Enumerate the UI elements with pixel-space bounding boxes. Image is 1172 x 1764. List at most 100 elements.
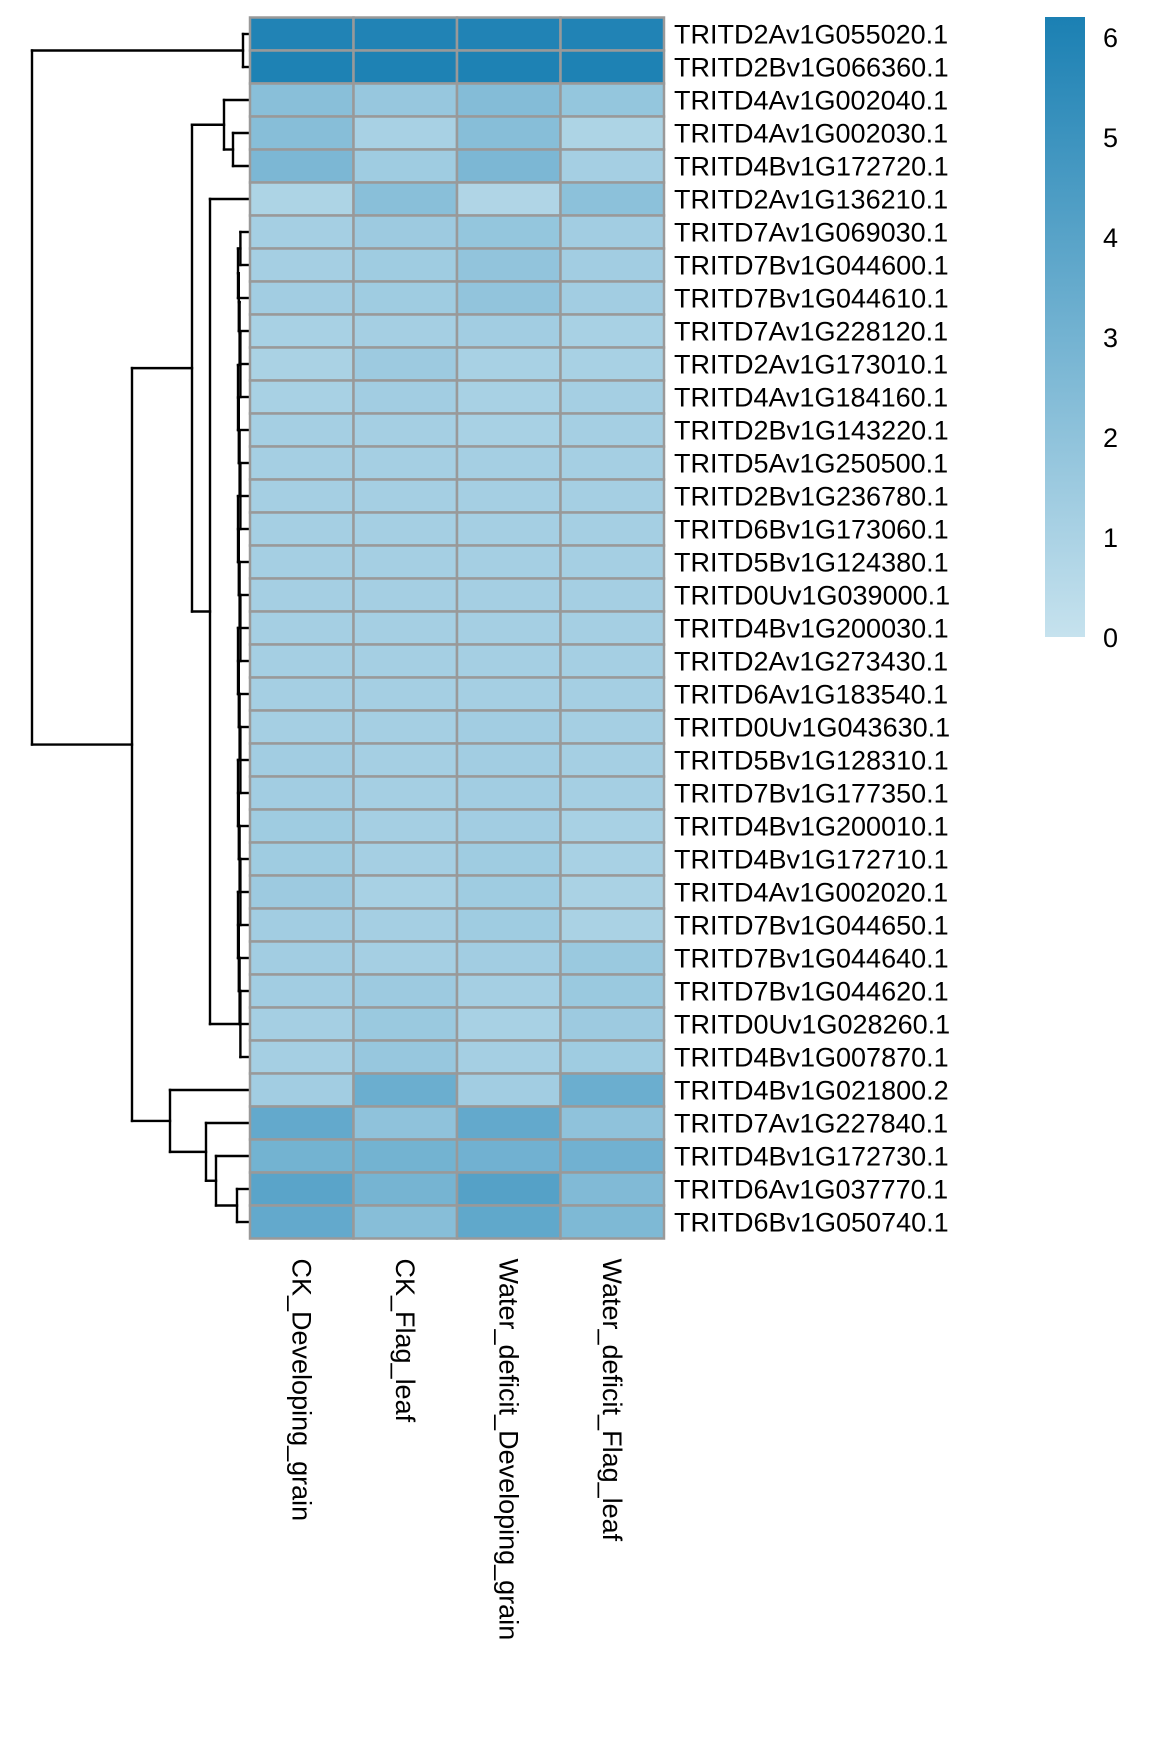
- heatmap-cell: [352, 1204, 459, 1240]
- heatmap-cell: [455, 379, 562, 415]
- heatmap-cell: [455, 445, 562, 481]
- colorbar-tick-label: 0: [1103, 623, 1118, 653]
- heatmap-cell: [352, 742, 459, 778]
- row-label: TRITD4Av1G002030.1: [674, 119, 948, 149]
- heatmap-cell: [248, 676, 355, 712]
- row-label: TRITD7Bv1G044610.1: [674, 284, 949, 314]
- row-label: TRITD5Bv1G124380.1: [674, 548, 949, 578]
- column-label: Water_deficit_Developing_grain: [493, 1259, 523, 1641]
- row-label: TRITD7Bv1G044620.1: [674, 977, 949, 1007]
- heatmap-cell: [248, 16, 355, 52]
- heatmap-cell: [455, 247, 562, 283]
- row-dendrogram: [30, 32, 250, 1224]
- heatmap-cell: [455, 676, 562, 712]
- row-label: TRITD2Av1G273430.1: [674, 647, 948, 677]
- heatmap-cell: [352, 511, 459, 547]
- heatmap-cell: [455, 214, 562, 250]
- heatmap-cell: [248, 82, 355, 118]
- row-label: TRITD6Av1G037770.1: [674, 1175, 948, 1205]
- row-label: TRITD4Bv1G172710.1: [674, 845, 949, 875]
- heatmap-cell: [248, 346, 355, 382]
- heatmap-cell: [559, 1006, 666, 1042]
- heatmap-cell: [248, 577, 355, 613]
- heatmap-cell: [455, 544, 562, 580]
- heatmap-cell: [352, 841, 459, 877]
- heatmap-cell: [559, 148, 666, 184]
- heatmap-cell: [352, 148, 459, 184]
- heatmap-cell: [248, 544, 355, 580]
- heatmap-cell: [455, 907, 562, 943]
- heatmap-cell: [352, 709, 459, 745]
- heatmap-cell: [248, 148, 355, 184]
- heatmap-cell: [455, 1072, 562, 1108]
- row-label: TRITD6Av1G183540.1: [674, 680, 948, 710]
- heatmap-cell: [559, 49, 666, 85]
- heatmap-cell: [455, 49, 562, 85]
- row-label: TRITD7Bv1G044600.1: [674, 251, 949, 281]
- heatmap-cell: [352, 115, 459, 151]
- row-label: TRITD4Bv1G007870.1: [674, 1043, 949, 1073]
- heatmap-cell: [352, 16, 459, 52]
- heatmap-cell: [352, 181, 459, 217]
- heatmap-cell: [559, 412, 666, 448]
- heatmap-cell: [248, 874, 355, 910]
- row-label: TRITD4Bv1G200010.1: [674, 812, 949, 842]
- heatmap-cell: [352, 1006, 459, 1042]
- heatmap-cell: [248, 313, 355, 349]
- row-label: TRITD4Av1G002020.1: [674, 878, 948, 908]
- heatmap-cell: [248, 643, 355, 679]
- heatmap-cell: [455, 973, 562, 1009]
- heatmap-cell: [559, 742, 666, 778]
- heatmap-cell: [248, 709, 355, 745]
- row-label: TRITD7Av1G227840.1: [674, 1109, 948, 1139]
- heatmap-cell: [559, 478, 666, 514]
- heatmap-cell: [559, 709, 666, 745]
- row-label: TRITD2Av1G173010.1: [674, 350, 948, 380]
- heatmap-cell: [248, 775, 355, 811]
- heatmap-cell: [248, 1006, 355, 1042]
- heatmap-cell: [352, 379, 459, 415]
- heatmap-cell: [352, 577, 459, 613]
- heatmap-cell: [455, 742, 562, 778]
- heatmap-cell: [455, 313, 562, 349]
- heatmap-cell: [559, 181, 666, 217]
- column-label: CK_Developing_grain: [286, 1259, 316, 1522]
- heatmap-cell: [455, 115, 562, 151]
- heatmap-cell: [559, 940, 666, 976]
- heatmap-cell: [455, 775, 562, 811]
- heatmap-cell: [455, 610, 562, 646]
- heatmap-cell: [559, 841, 666, 877]
- heatmap-cell: [352, 676, 459, 712]
- row-label: TRITD4Bv1G021800.2: [674, 1076, 949, 1106]
- heatmap-cell: [559, 577, 666, 613]
- heatmap-cell: [248, 1204, 355, 1240]
- heatmap-cell: [248, 412, 355, 448]
- row-label: TRITD0Uv1G043630.1: [674, 713, 950, 743]
- heatmap-cell: [559, 214, 666, 250]
- heatmap-cell: [248, 1138, 355, 1174]
- column-label: Water_deficit_Flag_leaf: [597, 1259, 627, 1542]
- heatmap-cell: [248, 181, 355, 217]
- heatmap-cell: [352, 1105, 459, 1141]
- heatmap-cell: [352, 874, 459, 910]
- heatmap-cell: [455, 643, 562, 679]
- heatmap-cell: [559, 973, 666, 1009]
- heatmap-cell: [248, 841, 355, 877]
- heatmap-cell: [352, 82, 459, 118]
- row-label: TRITD7Av1G228120.1: [674, 317, 948, 347]
- row-label: TRITD4Av1G002040.1: [674, 86, 948, 116]
- heatmap-cell: [248, 1072, 355, 1108]
- row-label: TRITD7Bv1G044650.1: [674, 911, 949, 941]
- row-label: TRITD5Bv1G128310.1: [674, 746, 949, 776]
- heatmap-cell: [559, 280, 666, 316]
- heatmap-cell: [559, 1171, 666, 1207]
- heatmap-cell: [248, 973, 355, 1009]
- row-label: TRITD5Av1G250500.1: [674, 449, 948, 479]
- heatmap-cell: [455, 1105, 562, 1141]
- heatmap-cell: [455, 1039, 562, 1075]
- row-label: TRITD2Av1G055020.1: [674, 20, 948, 50]
- row-label: TRITD7Av1G069030.1: [674, 218, 948, 248]
- colorbar-tick-label: 4: [1103, 223, 1118, 253]
- heatmap-cell: [455, 874, 562, 910]
- heatmap-cell: [455, 940, 562, 976]
